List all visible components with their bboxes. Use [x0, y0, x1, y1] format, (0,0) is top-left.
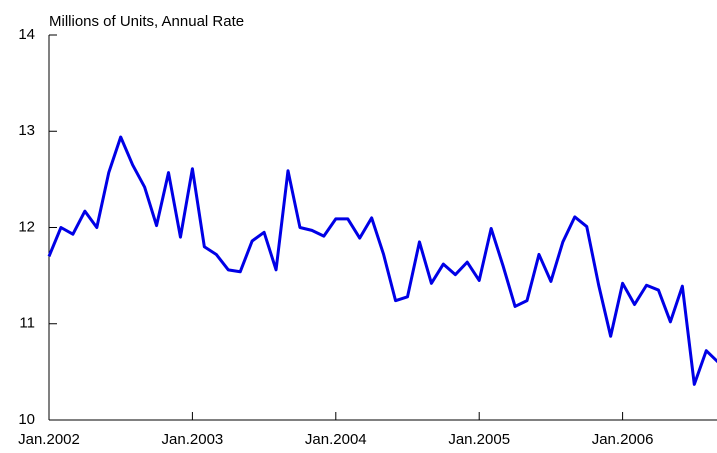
x-tick-label: Jan.2003 — [162, 431, 224, 448]
line-series — [47, 135, 717, 386]
x-tick-label: Jan.2002 — [18, 431, 80, 448]
x-tick-label: Jan.2006 — [592, 431, 654, 448]
y-tick-label: 10 — [18, 411, 35, 428]
y-tick-label: 13 — [18, 122, 35, 139]
x-tick-label: Jan.2005 — [448, 431, 510, 448]
x-tick-label: Jan.2004 — [305, 431, 367, 448]
chart-subtitle: Millions of Units, Annual Rate — [49, 13, 244, 30]
y-tick-label: 12 — [18, 218, 35, 235]
y-tick-label: 11 — [19, 315, 35, 332]
y-tick-label: 14 — [18, 26, 35, 43]
